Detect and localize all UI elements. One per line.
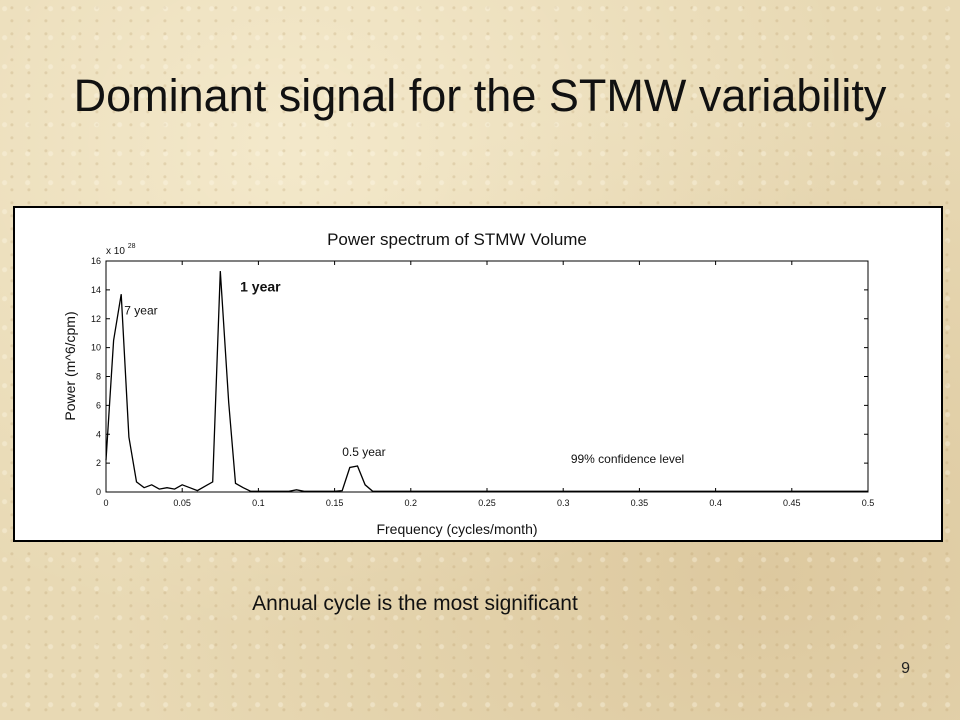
y-tick-label: 16 xyxy=(91,256,101,266)
annotation-label: 99% confidence level xyxy=(571,452,684,466)
plot-area xyxy=(105,260,869,493)
series-line-power xyxy=(105,271,868,492)
x-tick-label: 0.2 xyxy=(405,498,418,508)
y-tick-label: 4 xyxy=(96,429,101,439)
slide-number: 9 xyxy=(901,660,910,677)
x-tick-label: 0.05 xyxy=(173,498,191,508)
x-tick-label: 0.5 xyxy=(862,498,875,508)
annotation-label: 1 year xyxy=(240,278,281,294)
slide-title: Dominant signal for the STMW variability xyxy=(73,70,887,121)
y-exponent-base: x 10 xyxy=(106,246,125,257)
x-tick-label: 0.45 xyxy=(783,498,801,508)
y-tick-label: 8 xyxy=(96,372,101,382)
x-tick-label: 0.25 xyxy=(478,498,496,508)
y-tick-label: 14 xyxy=(91,285,101,295)
y-tick-label: 12 xyxy=(91,314,101,324)
annotation-label: 7 year xyxy=(124,303,157,317)
y-axis-label: Power (m^6/cpm) xyxy=(62,311,78,420)
chart-title: Power spectrum of STMW Volume xyxy=(327,230,587,249)
y-exponent-label: x 10 28 xyxy=(106,243,136,257)
annotation-label: 0.5 year xyxy=(342,445,385,459)
y-tick-label: 2 xyxy=(96,458,101,468)
x-axis-label: Frequency (cycles/month) xyxy=(376,521,537,537)
y-tick-label: 10 xyxy=(91,343,101,353)
x-tick-label: 0.3 xyxy=(557,498,570,508)
y-tick-label: 0 xyxy=(96,487,101,497)
x-tick-label: 0.1 xyxy=(252,498,265,508)
slide-caption: Annual cycle is the most significant xyxy=(252,592,578,615)
x-tick-label: 0.35 xyxy=(631,498,649,508)
y-tick-label: 6 xyxy=(96,400,101,410)
x-tick-label: 0 xyxy=(103,498,108,508)
x-tick-label: 0.15 xyxy=(326,498,344,508)
x-tick-label: 0.4 xyxy=(709,498,722,508)
annotations: 7 year 1 year 0.5 year 99% confidence level xyxy=(124,278,684,466)
y-exponent-power: 28 xyxy=(128,243,136,250)
axes: 0 0.05 0.1 0.15 0.2 0.25 0.3 0.35 0.4 0.45 0.5 0 2 4 6… xyxy=(91,256,874,508)
